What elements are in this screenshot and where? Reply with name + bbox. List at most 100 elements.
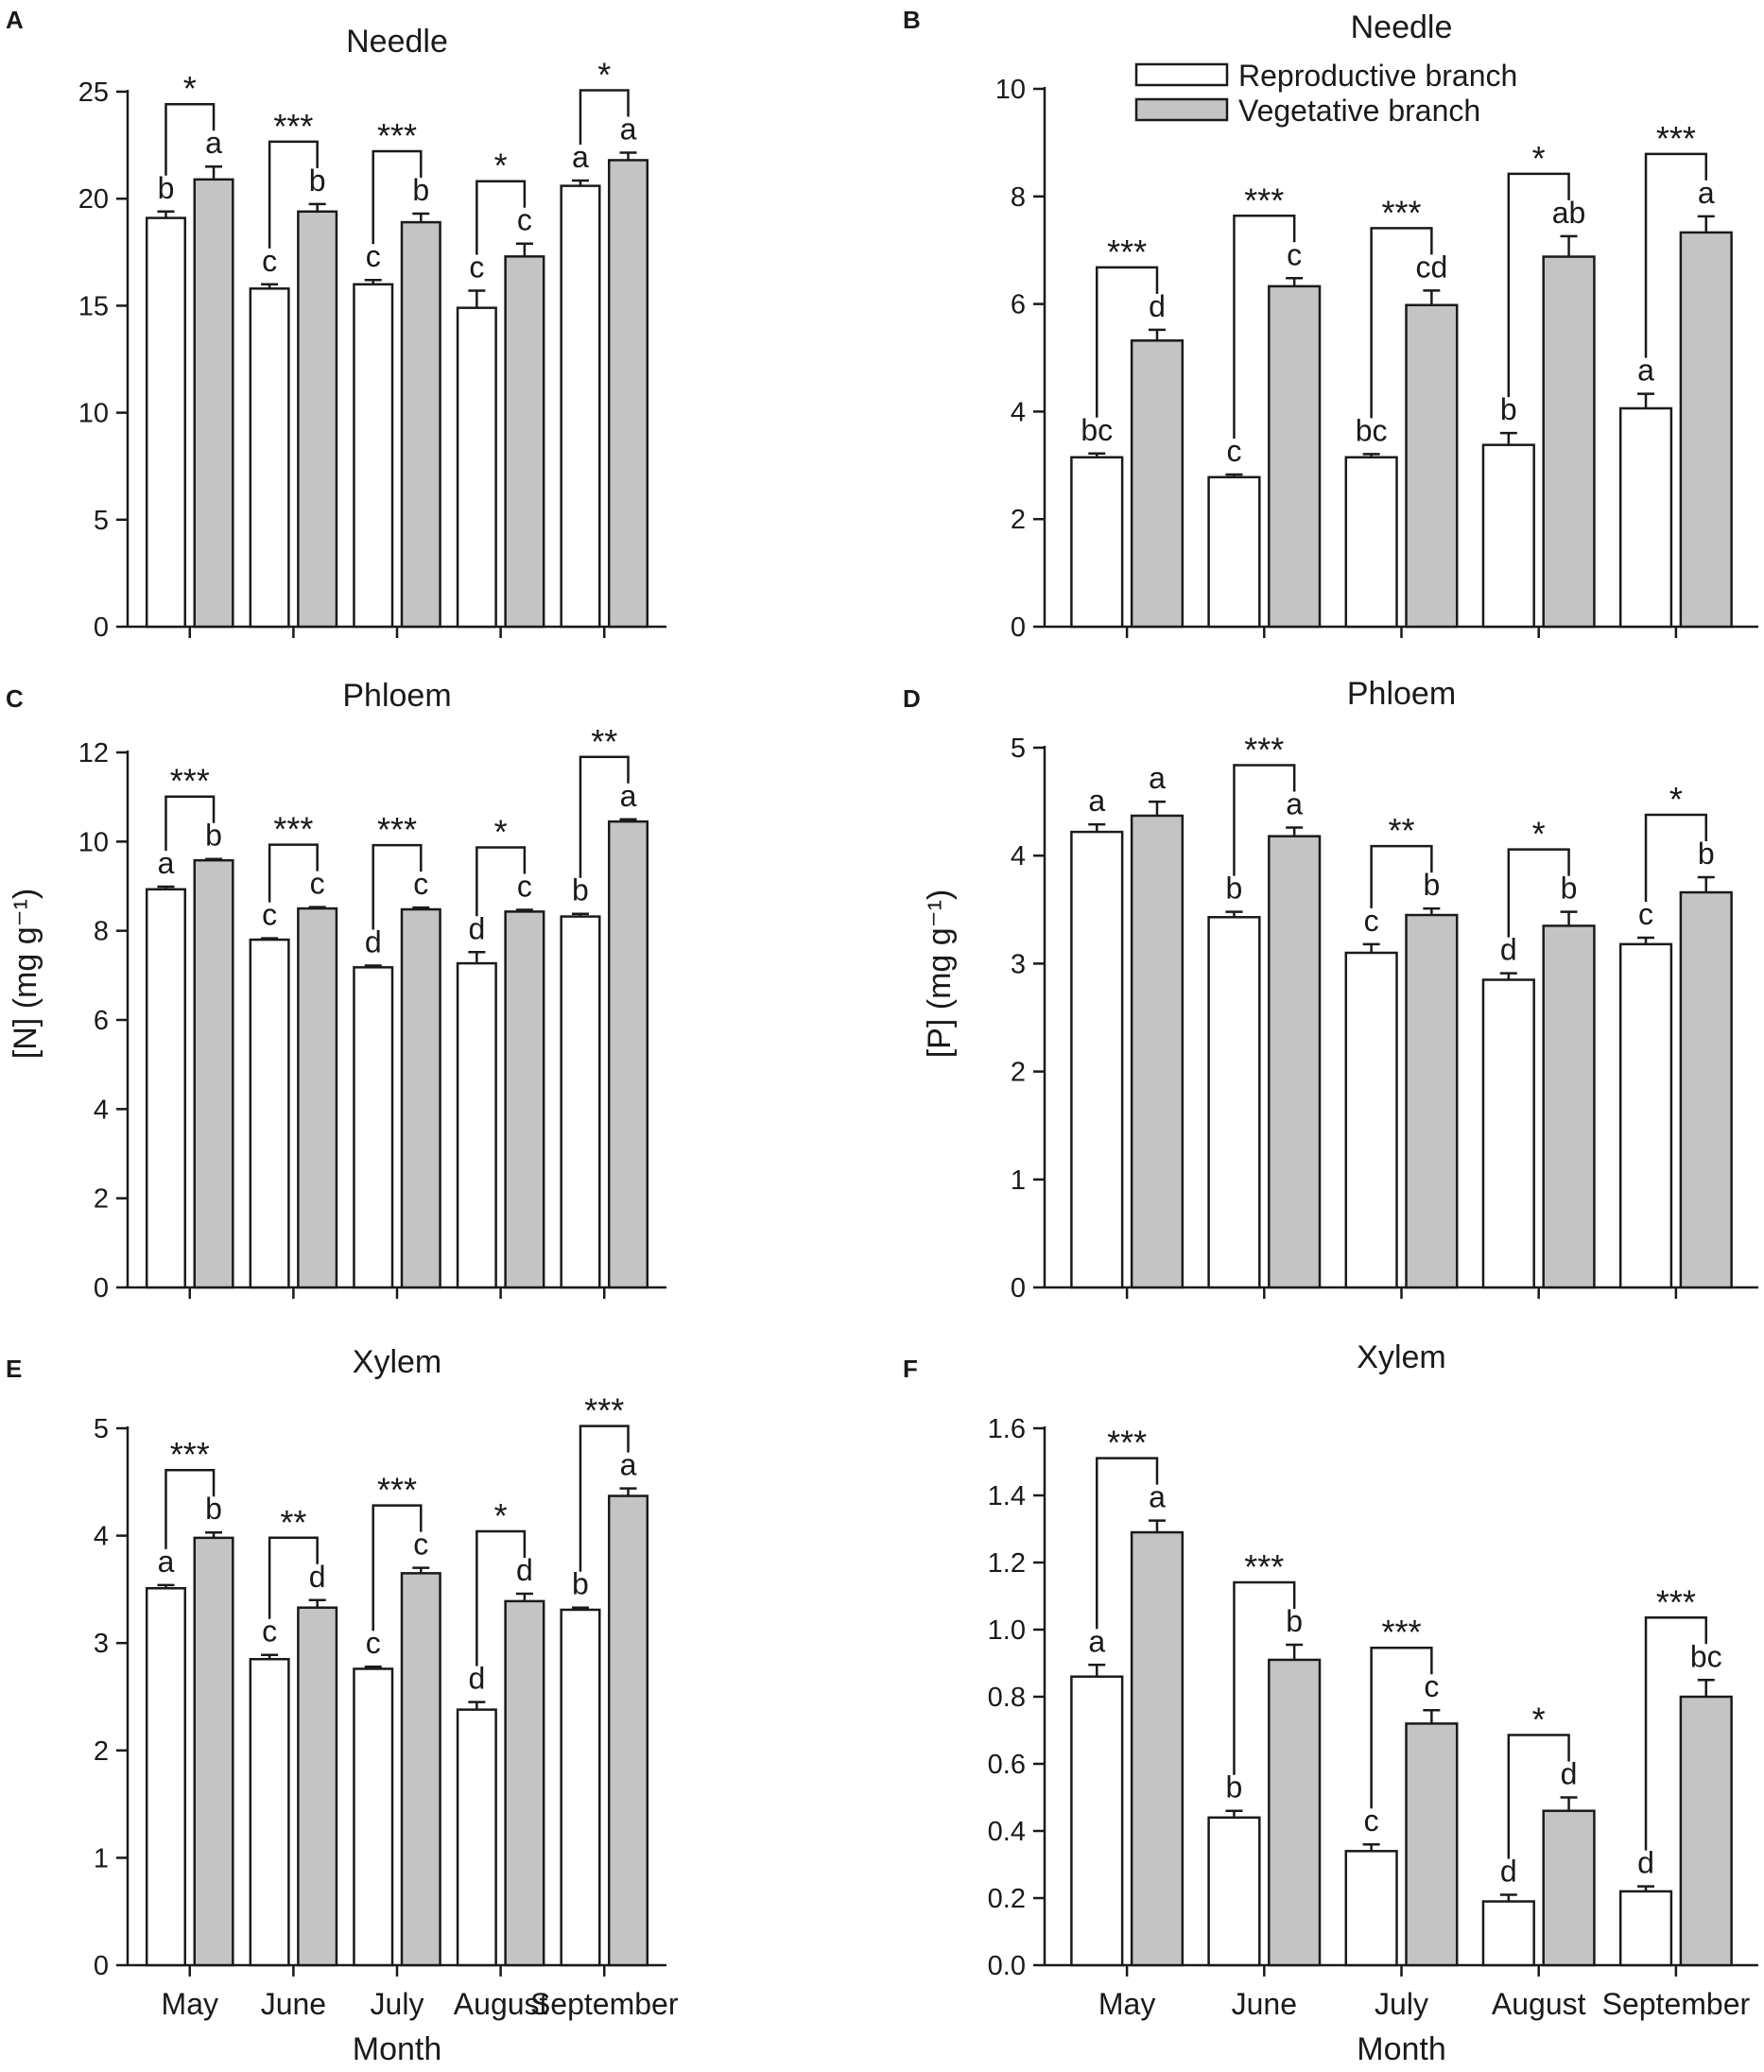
- y-tick-label: 6: [94, 1006, 109, 1036]
- significance-bracket: [164, 102, 216, 176]
- bar-reproductive-may: [145, 1587, 187, 1967]
- y-tick-label: 0.2: [988, 1884, 1026, 1914]
- group-letter: b: [572, 1567, 589, 1601]
- bar-vegetative-september: [607, 820, 649, 1289]
- group-letter: b: [205, 819, 222, 853]
- x-axis-label: Month: [353, 2031, 442, 2067]
- bar-reproductive-september: [1618, 1890, 1673, 1967]
- significance-stars: ***: [1656, 119, 1696, 158]
- significance-bracket: [372, 1504, 423, 1632]
- group-letter: a: [158, 846, 175, 880]
- bar-reproductive-june: [1207, 916, 1261, 1289]
- group-letter: c: [469, 250, 484, 285]
- y-tick-label: 5: [94, 506, 109, 536]
- y-tick-label: 0: [1011, 1273, 1026, 1304]
- y-tick-label: 15: [78, 291, 109, 321]
- group-letter: a: [1088, 1624, 1105, 1658]
- panel-letter: A: [6, 6, 24, 34]
- bar-vegetative-june: [297, 210, 338, 629]
- significance-bracket: [1507, 848, 1570, 938]
- significance-stars: **: [280, 1503, 306, 1542]
- bar-vegetative-may: [1130, 814, 1185, 1289]
- panel-letter: B: [903, 6, 921, 34]
- y-tick-label: 20: [78, 184, 109, 215]
- bar-vegetative-july: [1405, 303, 1459, 629]
- bar-vegetative-june: [297, 1606, 338, 1967]
- group-letter: c: [262, 1614, 277, 1649]
- bar-vegetative-may: [193, 178, 234, 629]
- y-tick-label: 0.0: [988, 1951, 1026, 1981]
- significance-stars: ***: [1107, 1424, 1147, 1462]
- y-tick-label: 5: [1011, 734, 1026, 764]
- group-letter: d: [1500, 1854, 1517, 1888]
- bar-reproductive-july: [1344, 456, 1398, 629]
- group-letter: d: [309, 1560, 326, 1594]
- x-tick-label: July: [371, 1987, 424, 2021]
- significance-stars: ***: [1381, 1613, 1421, 1651]
- group-letter: b: [1226, 872, 1243, 906]
- significance-stars: *: [494, 147, 508, 185]
- significance-stars: ***: [377, 1471, 417, 1510]
- y-tick-label: 1.6: [988, 1414, 1026, 1444]
- group-letter: c: [262, 244, 277, 278]
- bar-reproductive-september: [1618, 406, 1673, 629]
- panel-letter: E: [6, 1355, 22, 1383]
- group-letter: d: [1561, 1757, 1578, 1791]
- chart-panel-b: B Needle0246810bcd***cc***bccd***bab*aa**…: [903, 6, 1758, 643]
- y-tick-label: 0: [94, 1273, 109, 1304]
- bar-vegetative-august: [1542, 1809, 1596, 1967]
- y-tick-label: 5: [94, 1414, 109, 1444]
- group-letter: a: [1698, 176, 1715, 210]
- significance-bracket: [164, 795, 216, 851]
- bar-reproductive-august: [1481, 443, 1535, 629]
- x-tick-label: June: [1232, 1987, 1297, 2021]
- bar-vegetative-september: [1679, 231, 1733, 629]
- group-letter: c: [1287, 237, 1302, 271]
- y-tick-label: 1: [1011, 1166, 1026, 1196]
- chart-title: Phloem: [1347, 676, 1456, 712]
- group-letter: a: [1088, 784, 1105, 818]
- group-letter: b: [1423, 868, 1440, 902]
- bar-vegetative-september: [607, 159, 649, 629]
- significance-stars: *: [597, 56, 611, 95]
- significance-bracket: [1370, 1646, 1433, 1809]
- group-letter: b: [158, 171, 175, 205]
- bar-reproductive-september: [1618, 942, 1673, 1289]
- bar-vegetative-september: [1679, 1695, 1733, 1967]
- group-letter: c: [413, 867, 428, 901]
- y-axis-label: [N] (mg g⁻¹): [8, 889, 43, 1059]
- significance-stars: ***: [377, 116, 417, 155]
- group-letter: c: [310, 867, 325, 901]
- chart-title: Xylem: [1357, 1339, 1445, 1375]
- group-letter: b: [205, 1492, 222, 1526]
- significance-bracket: [164, 1468, 216, 1549]
- significance-stars: ***: [1656, 1582, 1696, 1621]
- group-letter: b: [1226, 1770, 1243, 1804]
- group-letter: c: [1638, 897, 1653, 931]
- y-tick-label: 10: [995, 75, 1026, 105]
- chart-panel-f: F Xylem0.00.20.40.60.81.01.21.41.6Mayaa**…: [903, 1339, 1758, 2067]
- chart-title: Needle: [346, 24, 448, 60]
- y-tick-label: 0: [94, 1951, 109, 1981]
- significance-bracket: [1507, 172, 1570, 398]
- group-letter: bc: [1356, 413, 1388, 447]
- bar-vegetative-july: [400, 1572, 441, 1967]
- group-letter: b: [309, 164, 326, 198]
- bar-vegetative-may: [193, 1536, 234, 1967]
- x-tick-label: May: [162, 1987, 218, 2021]
- significance-bracket: [1370, 844, 1433, 908]
- chart-title: Needle: [1351, 9, 1453, 45]
- legend-label-vegetative: Vegetative branch: [1238, 94, 1480, 128]
- group-letter: bc: [1690, 1639, 1722, 1673]
- significance-bracket: [579, 755, 630, 878]
- significance-bracket: [476, 180, 527, 255]
- x-tick-label: June: [261, 1987, 326, 2021]
- significance-bracket: [1370, 227, 1433, 419]
- significance-stars: ***: [1107, 233, 1147, 271]
- bar-reproductive-june: [249, 938, 290, 1289]
- group-letter: c: [1364, 904, 1379, 938]
- significance-stars: ***: [273, 810, 313, 849]
- significance-stars: ***: [584, 1391, 624, 1430]
